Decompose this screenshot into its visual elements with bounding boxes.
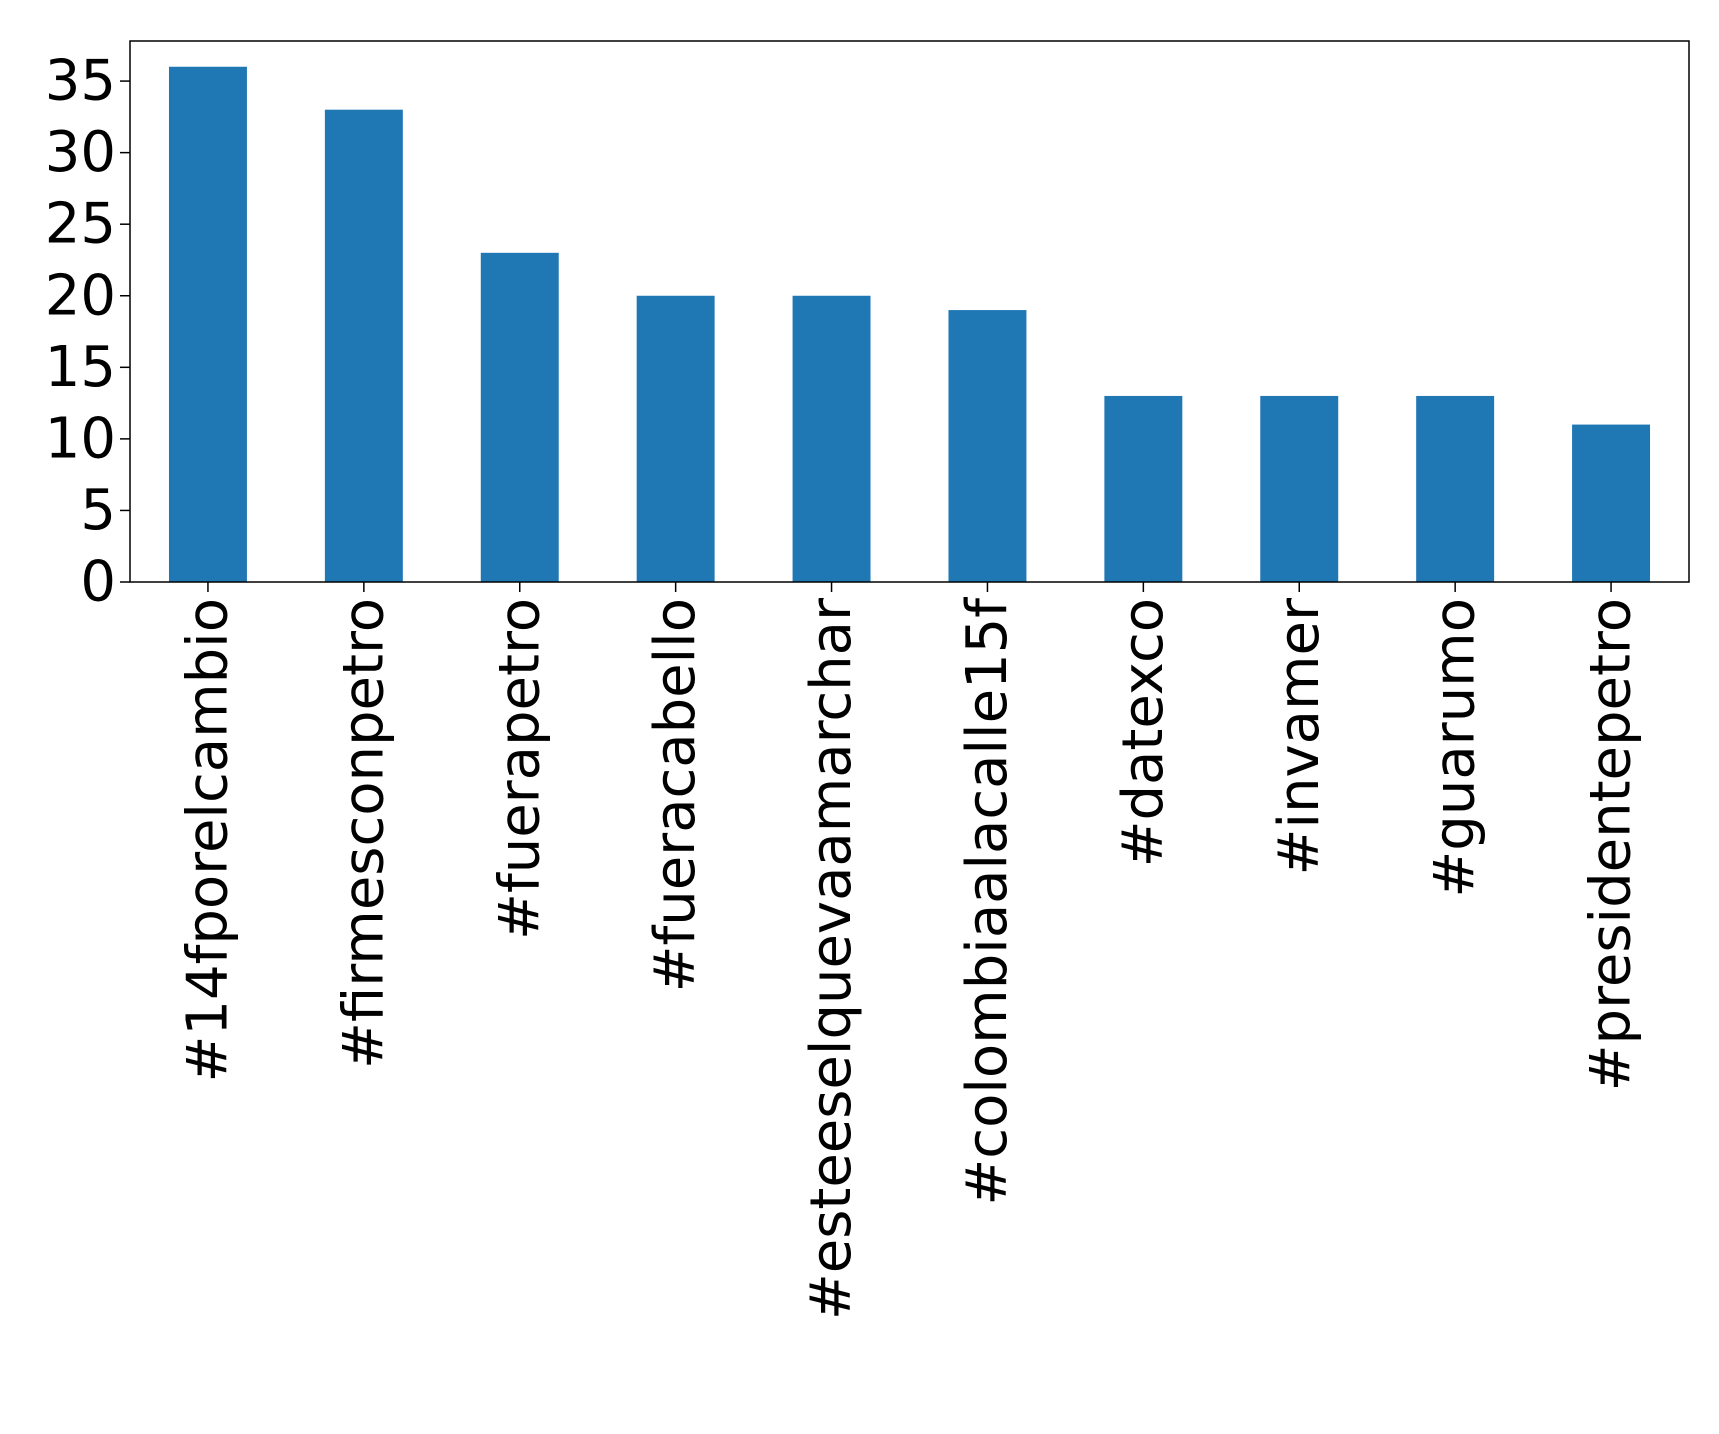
bar-6 [1104, 395, 1183, 582]
plot-frame [129, 40, 1690, 583]
x-tick-label-1: #firmesconpetro [331, 598, 396, 1069]
bar-3 [636, 295, 715, 582]
bars-group [168, 66, 1651, 582]
bar-4 [792, 295, 871, 582]
y-tick-label-1: 5 [80, 478, 116, 543]
x-tick-label-4: #esteeselquevaamarchar [799, 597, 864, 1320]
y-tick-label-2: 10 [45, 406, 116, 471]
y-tick-label-4: 20 [45, 263, 116, 328]
x-tick-label-7: #invamer [1267, 597, 1332, 875]
bar-5 [948, 310, 1027, 582]
x-tick-label-8: #guarumo [1423, 598, 1488, 898]
x-tick-label-0: #14fporelcambio [175, 598, 240, 1083]
bar-9 [1572, 424, 1651, 582]
y-tick-label-7: 35 [45, 49, 116, 114]
y-tick-label-3: 15 [45, 335, 116, 400]
y-tick-label-5: 25 [45, 192, 116, 257]
x-axis: #14fporelcambio #firmesconpetro #fuerapetr… [175, 582, 1644, 1320]
y-tick-label-6: 30 [45, 120, 116, 185]
bar-0 [168, 66, 247, 582]
x-tick-label-6: #datexco [1111, 598, 1176, 867]
bar-1 [324, 109, 403, 582]
x-tick-label-2: #fuerapetro [487, 598, 552, 940]
x-tick-label-9: #presidentepetro [1579, 598, 1644, 1091]
bar-7 [1260, 395, 1339, 582]
x-tick-label-3: #fueracabello [643, 598, 708, 992]
bar-8 [1416, 395, 1495, 582]
bar-2 [480, 252, 559, 582]
y-tick-label-0: 0 [80, 550, 116, 615]
x-tick-label-5: #colombiaalacalle15f [955, 597, 1020, 1206]
